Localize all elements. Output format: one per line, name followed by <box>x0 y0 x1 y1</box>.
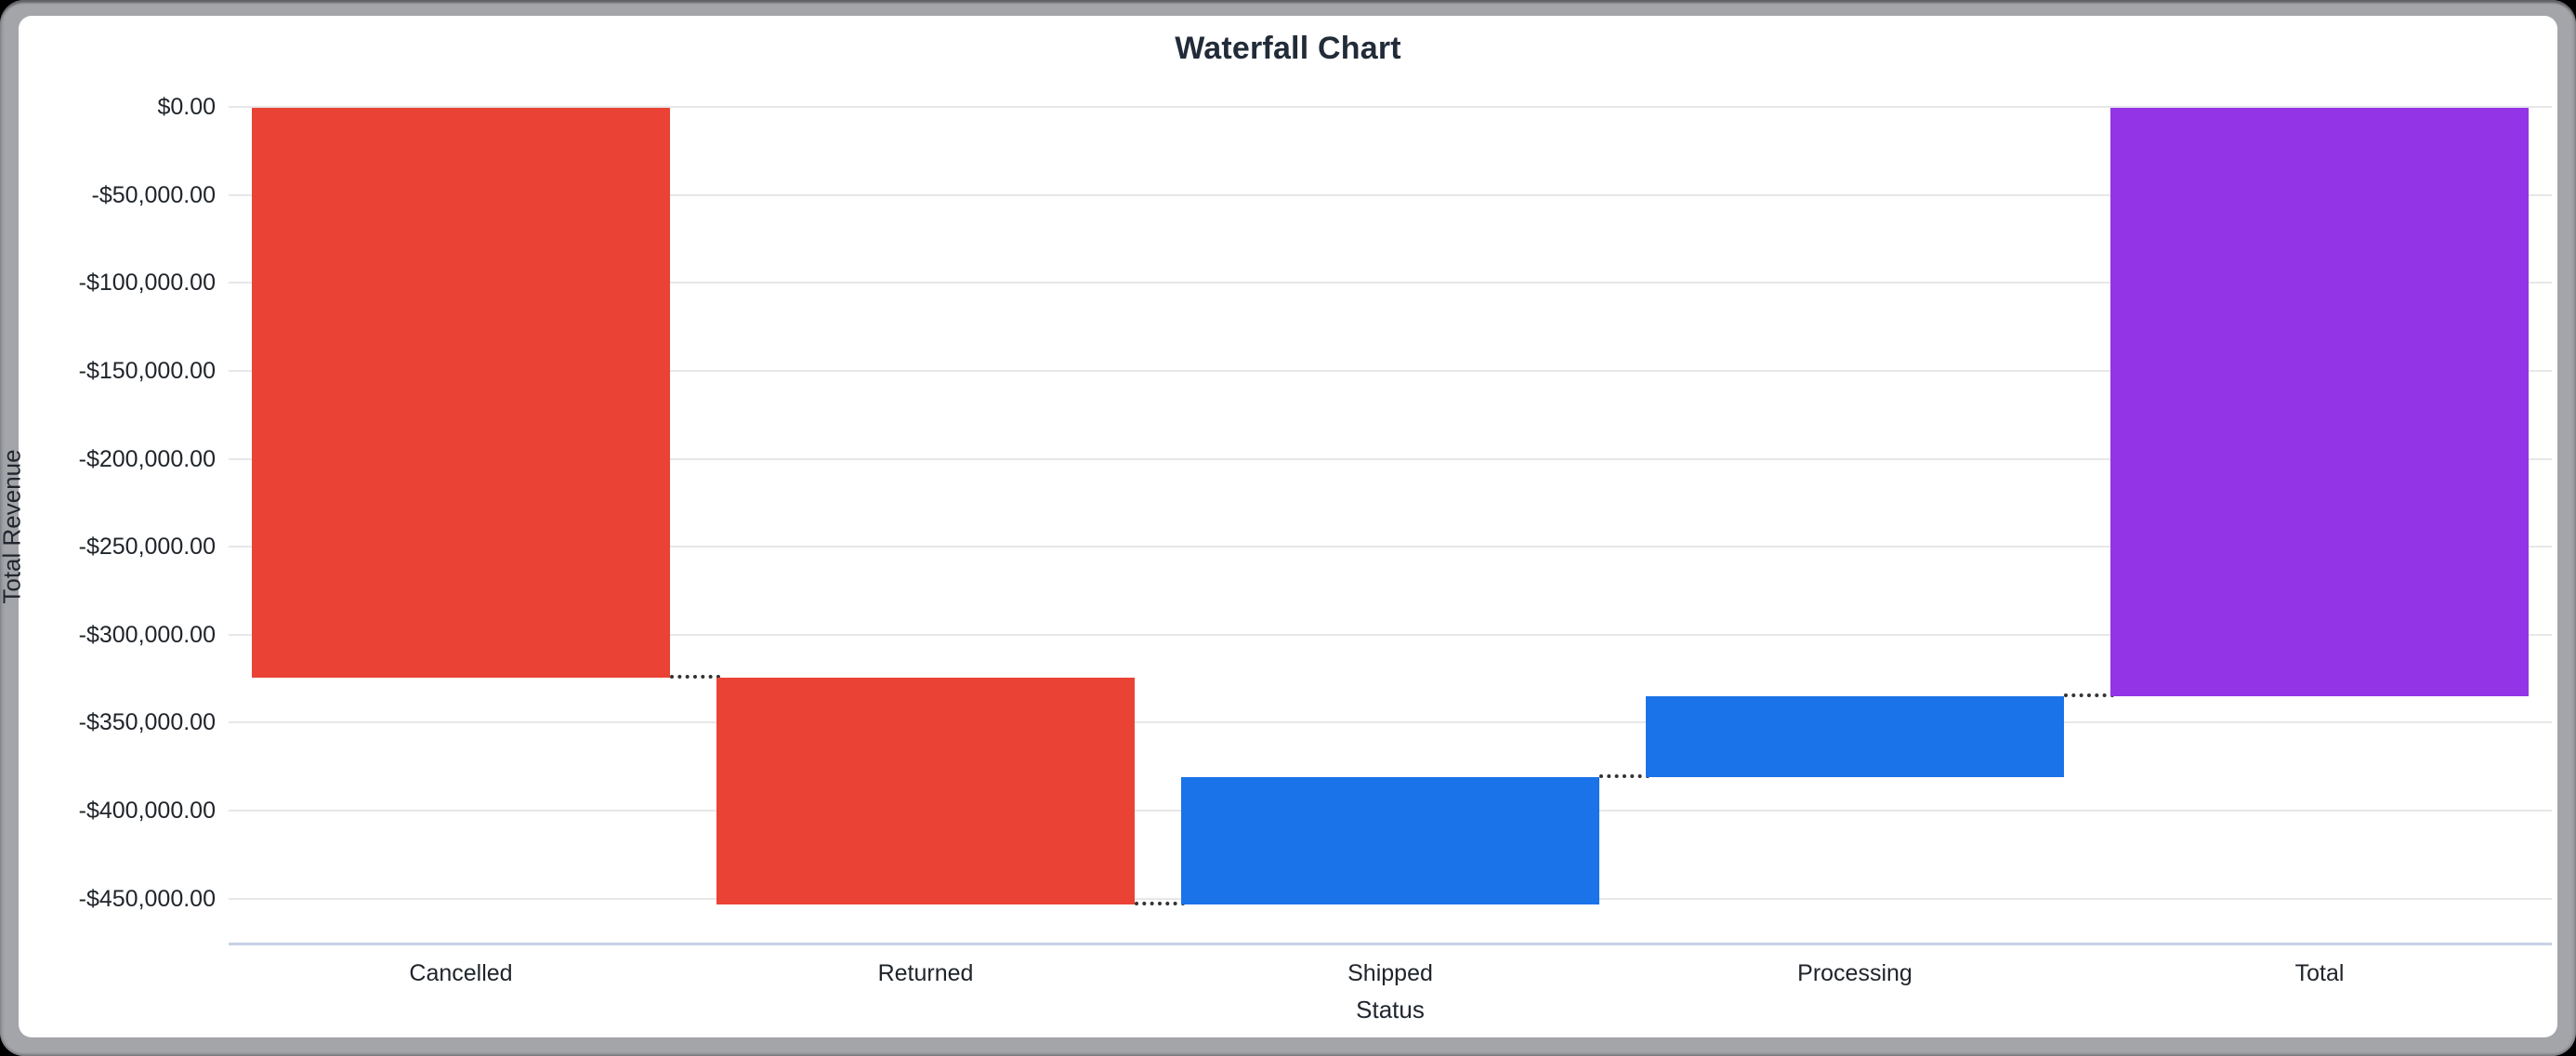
y-tick-label: -$200,000.00 <box>78 445 216 472</box>
gridline <box>229 546 2552 548</box>
gridline <box>229 106 2552 108</box>
gridline <box>229 282 2552 284</box>
x-tick-label: Returned <box>877 960 974 986</box>
x-axis-title: Status <box>1356 996 1425 1023</box>
bar-cancelled[interactable] <box>252 108 670 679</box>
x-tick-label: Cancelled <box>409 960 513 986</box>
y-tick-label: -$150,000.00 <box>78 357 216 384</box>
chart-title: Waterfall Chart <box>1175 31 1401 66</box>
gridline <box>229 721 2552 724</box>
bar-processing[interactable] <box>1646 696 2064 778</box>
y-tick-label: -$300,000.00 <box>78 621 216 648</box>
y-tick-label: -$50,000.00 <box>91 181 216 208</box>
x-axis-baseline <box>229 943 2552 945</box>
y-tick-label: -$250,000.00 <box>78 534 216 561</box>
gridline <box>229 369 2552 372</box>
waterfall-connector <box>1599 774 1649 779</box>
x-tick-label: Shipped <box>1347 960 1433 986</box>
waterfall-connector <box>670 675 720 680</box>
gridline <box>229 633 2552 636</box>
y-tick-label: -$400,000.00 <box>78 798 216 825</box>
waterfall-connector <box>1135 902 1185 906</box>
bar-total[interactable] <box>2110 108 2529 697</box>
waterfall-connector <box>2064 693 2114 698</box>
bar-shipped[interactable] <box>1181 777 1599 905</box>
x-tick-label: Processing <box>1797 960 1912 986</box>
x-tick-label: Total <box>2294 960 2345 986</box>
gridline <box>229 457 2552 460</box>
y-tick-label: -$450,000.00 <box>78 885 216 912</box>
gridline <box>229 193 2552 196</box>
y-tick-label: -$350,000.00 <box>78 709 216 736</box>
y-tick-label: -$100,000.00 <box>78 270 216 297</box>
bar-returned[interactable] <box>716 678 1135 905</box>
y-tick-label: $0.00 <box>157 94 216 120</box>
